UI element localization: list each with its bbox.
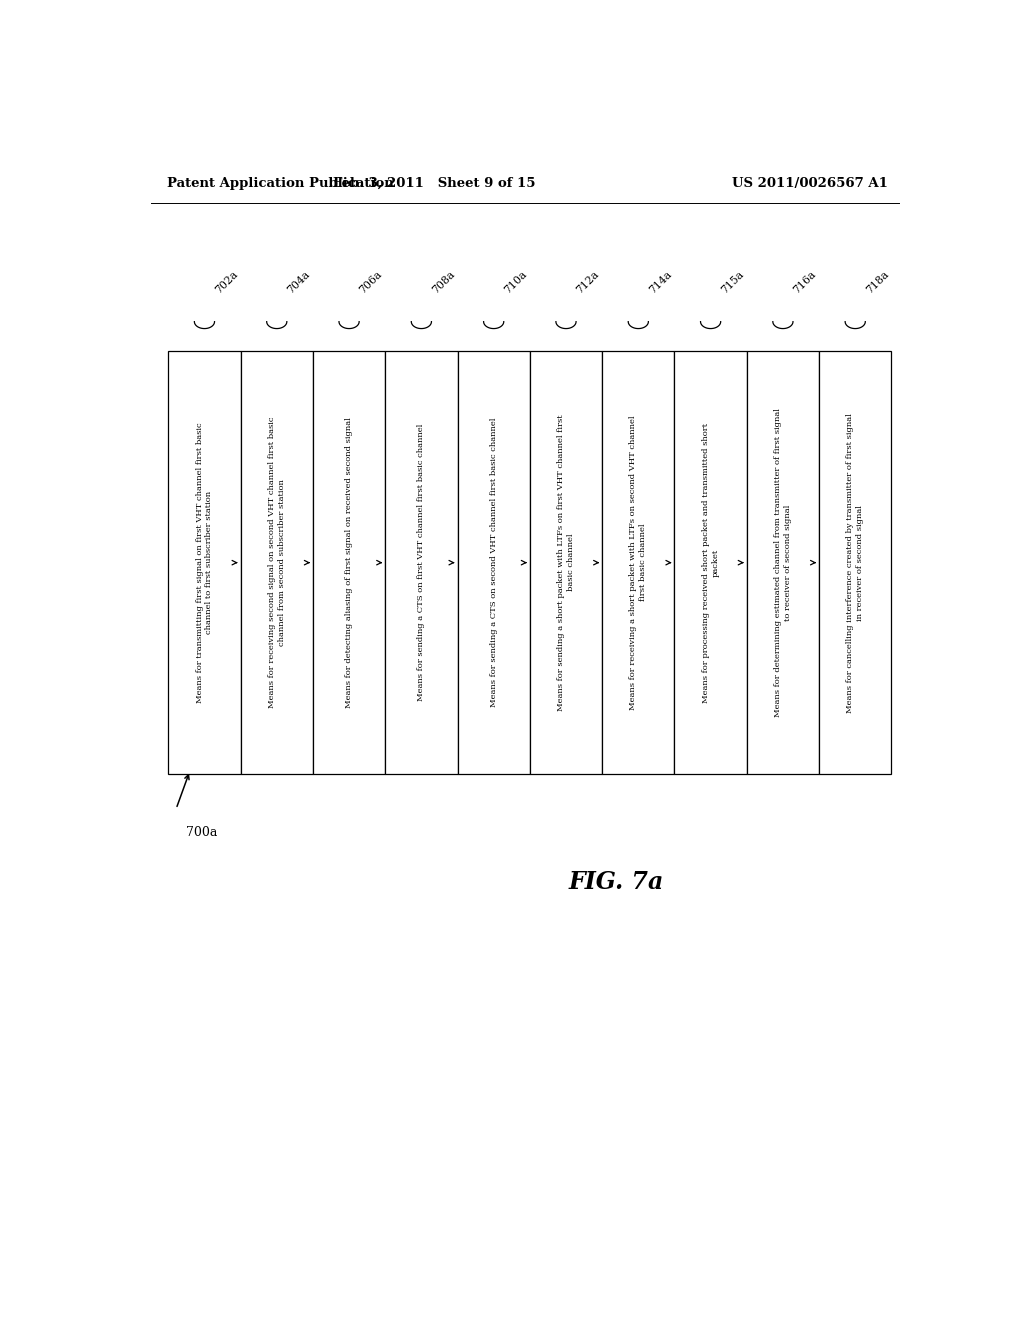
Text: Means for processing received short packet and transmitted short
packet: Means for processing received short pack… bbox=[701, 422, 720, 702]
Text: 708a: 708a bbox=[430, 269, 457, 296]
Text: Means for sending a CTS on second VHT channel first basic channel: Means for sending a CTS on second VHT ch… bbox=[489, 418, 498, 708]
Bar bbox=[746, 351, 819, 775]
Text: 718a: 718a bbox=[864, 269, 891, 296]
Text: Means for sending a CTS on first VHT channel first basic channel: Means for sending a CTS on first VHT cha… bbox=[418, 424, 425, 701]
Bar bbox=[675, 351, 746, 775]
Text: Means for transmitting first signal on first VHT channel first basic
channel to : Means for transmitting first signal on f… bbox=[196, 422, 213, 704]
Text: FIG. 7a: FIG. 7a bbox=[568, 870, 664, 894]
Text: 710a: 710a bbox=[503, 269, 528, 296]
Text: 704a: 704a bbox=[286, 269, 312, 296]
Text: 712a: 712a bbox=[574, 269, 601, 296]
Bar bbox=[313, 351, 385, 775]
Text: Means for detecting aliasing of first signal on received second signal: Means for detecting aliasing of first si… bbox=[345, 417, 353, 708]
Text: 715a: 715a bbox=[720, 269, 745, 296]
Bar bbox=[529, 351, 602, 775]
Bar bbox=[602, 351, 675, 775]
Text: Means for determining estimated channel from transmitter of first signal
to rece: Means for determining estimated channel … bbox=[774, 408, 792, 717]
Text: Means for cancelling interference created by transmitter of first signal
in rece: Means for cancelling interference create… bbox=[846, 413, 864, 713]
Bar bbox=[819, 351, 891, 775]
Bar bbox=[241, 351, 313, 775]
Text: US 2011/0026567 A1: US 2011/0026567 A1 bbox=[731, 177, 888, 190]
Text: 716a: 716a bbox=[792, 269, 818, 296]
Text: 706a: 706a bbox=[358, 269, 384, 296]
Text: 700a: 700a bbox=[186, 825, 217, 838]
Bar bbox=[385, 351, 458, 775]
Text: Feb. 3, 2011   Sheet 9 of 15: Feb. 3, 2011 Sheet 9 of 15 bbox=[333, 177, 536, 190]
Text: 714a: 714a bbox=[647, 269, 674, 296]
Text: Means for receiving second signal on second VHT channel first basic
channel from: Means for receiving second signal on sec… bbox=[268, 417, 286, 709]
Text: Patent Application Publication: Patent Application Publication bbox=[167, 177, 393, 190]
Text: 702a: 702a bbox=[213, 269, 240, 296]
Bar bbox=[168, 351, 241, 775]
Bar bbox=[458, 351, 529, 775]
Text: Means for receiving a short packet with LTFs on second VHT channel
first basic c: Means for receiving a short packet with … bbox=[630, 416, 647, 710]
Text: Means for sending a short packet with LTFs on first VHT channel first
basic chan: Means for sending a short packet with LT… bbox=[557, 414, 574, 711]
